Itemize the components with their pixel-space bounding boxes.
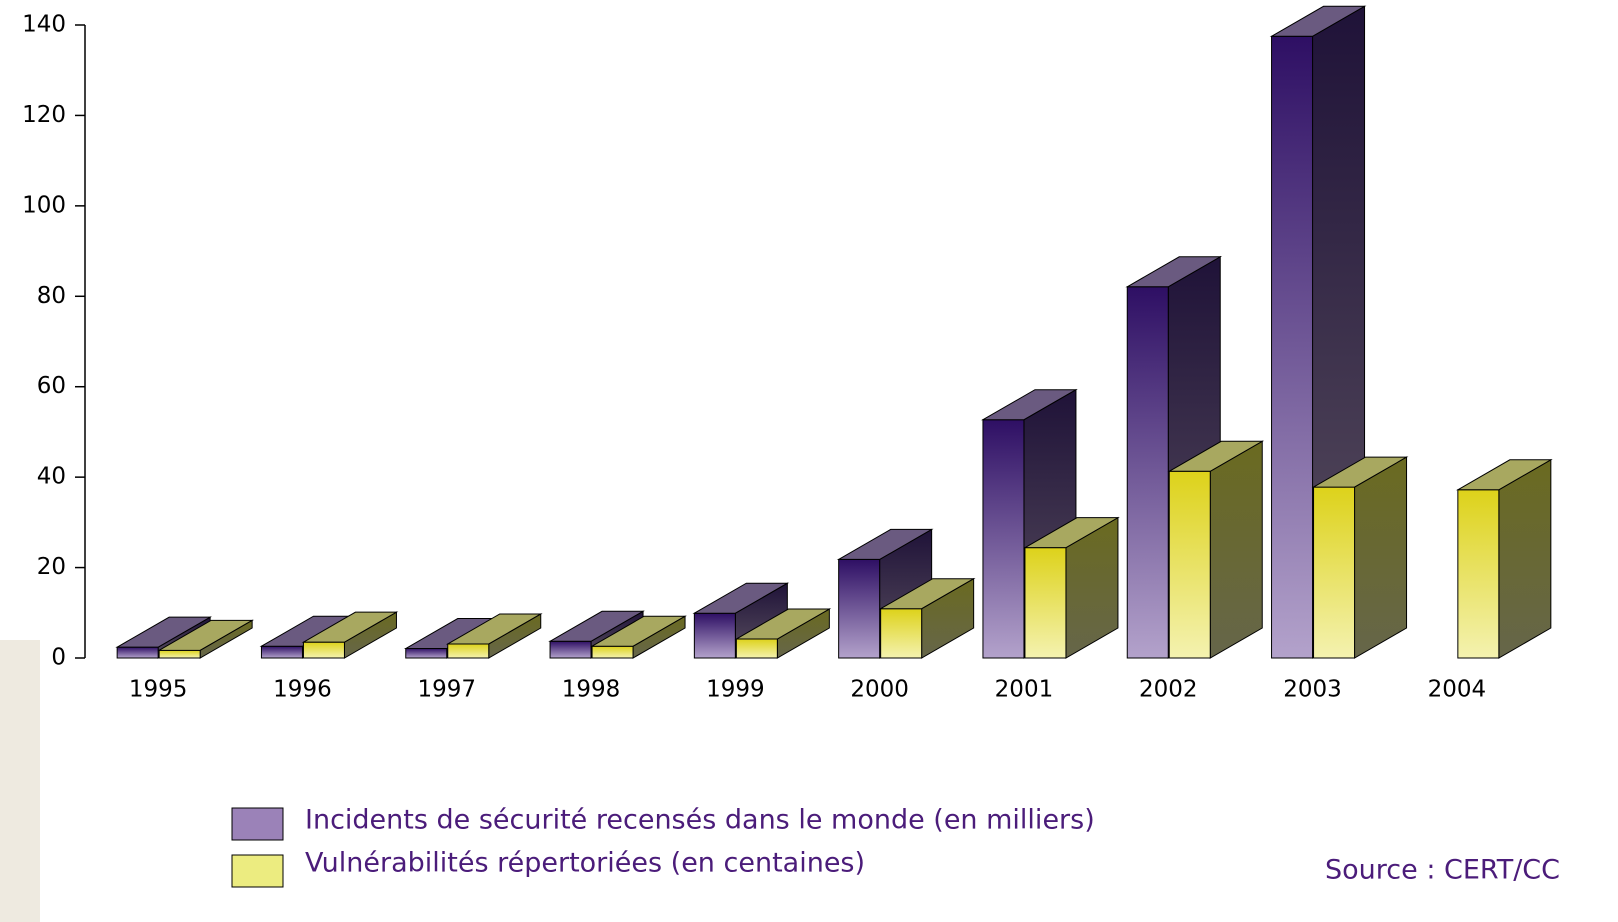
bar: [1271, 35, 1314, 659]
x-tick-label: 1995: [129, 677, 188, 703]
bar-top: [1455, 459, 1553, 491]
y-tick-label: 120: [22, 102, 66, 128]
y-tick-label: 100: [22, 192, 66, 218]
legend-swatch: [231, 807, 284, 841]
x-tick-label: 1999: [706, 677, 765, 703]
bar: [116, 646, 159, 659]
bar-top: [1167, 440, 1265, 472]
bar-side: [1498, 458, 1552, 659]
bar-top: [445, 613, 543, 645]
bar: [591, 645, 634, 659]
bar: [1168, 470, 1211, 659]
x-tick-label: 2002: [1139, 677, 1198, 703]
bar-top: [1311, 456, 1409, 488]
bar: [880, 608, 923, 659]
bar: [260, 645, 303, 659]
bar: [693, 612, 736, 659]
bar: [1313, 486, 1356, 659]
y-tick-label: 0: [51, 645, 66, 671]
bar: [405, 648, 448, 659]
bar: [302, 641, 345, 659]
bar: [447, 643, 490, 659]
bar-top: [548, 610, 645, 642]
y-tick-label: 20: [37, 554, 66, 580]
x-tick-label: 1997: [417, 677, 476, 703]
legend-swatch: [231, 854, 284, 888]
legend-label: Vulnérabilités répertoriées (en centaine…: [305, 848, 865, 879]
bar: [549, 640, 592, 659]
legend-label: Incidents de sécurité recensés dans le m…: [305, 805, 1095, 836]
bar-top: [836, 528, 934, 560]
bar: [1024, 547, 1067, 659]
y-tick-label: 40: [37, 464, 66, 490]
y-tick-label: 60: [37, 373, 66, 399]
bar-top: [692, 582, 790, 614]
bar-top: [1269, 5, 1367, 37]
bar-top: [1023, 517, 1120, 549]
y-tick-label: 140: [22, 12, 66, 38]
bar-top: [981, 389, 1078, 421]
x-tick-label: 2000: [850, 677, 909, 703]
y-tick-label: 80: [37, 283, 66, 309]
x-tick-label: 2003: [1283, 677, 1342, 703]
x-tick-label: 2004: [1428, 677, 1487, 703]
bar: [838, 558, 881, 659]
bar-side: [1209, 440, 1263, 659]
x-tick-label: 1996: [273, 677, 332, 703]
bar-top: [878, 578, 976, 610]
bar-top: [157, 619, 255, 651]
source: Source : CERT/CC: [1325, 855, 1560, 886]
bar: [1457, 489, 1500, 659]
bar-top: [590, 615, 687, 647]
bar: [1126, 286, 1169, 659]
bar-top: [1125, 256, 1223, 288]
bar-top: [301, 611, 399, 643]
bar-top: [115, 616, 213, 648]
x-tick-label: 1998: [562, 677, 621, 703]
bar: [158, 649, 201, 659]
x-tick-label: 2001: [995, 677, 1054, 703]
bar: [982, 419, 1025, 659]
bar-top: [734, 608, 832, 640]
decoration: [0, 640, 40, 922]
bar: [735, 638, 778, 659]
bar-side: [1354, 456, 1408, 659]
